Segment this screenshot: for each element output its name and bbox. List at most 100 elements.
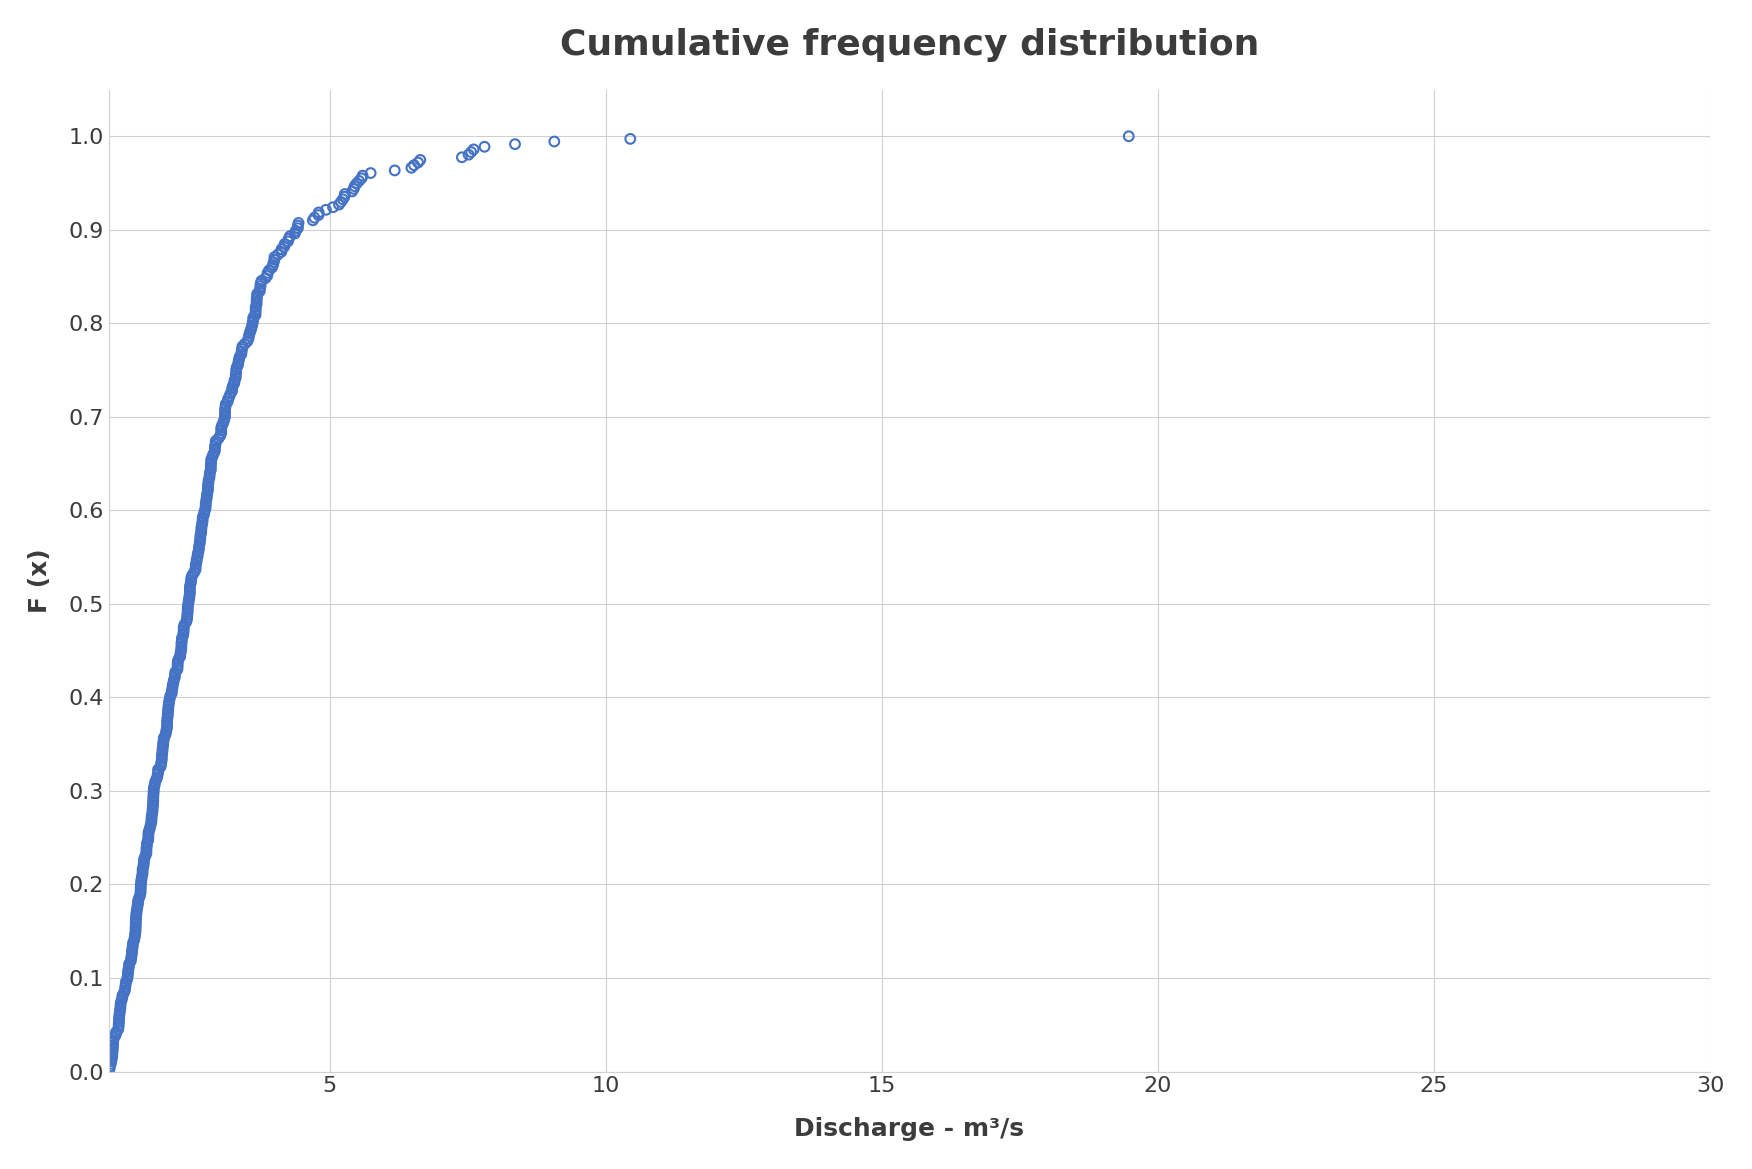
Point xyxy=(135,825,163,844)
Point xyxy=(175,584,203,603)
Point xyxy=(170,618,198,637)
Point xyxy=(210,406,238,424)
Point xyxy=(98,1049,126,1067)
Point xyxy=(187,516,215,534)
Point xyxy=(226,347,254,366)
Point xyxy=(110,983,138,1002)
Point xyxy=(275,229,303,248)
Point xyxy=(140,776,168,795)
Point xyxy=(284,214,312,233)
Point xyxy=(261,248,289,267)
Point xyxy=(277,227,305,245)
Point xyxy=(137,818,165,837)
Point xyxy=(214,389,242,408)
Point xyxy=(151,726,179,745)
Point xyxy=(105,1004,133,1023)
Point xyxy=(126,876,154,894)
Point xyxy=(130,850,158,869)
Point xyxy=(1114,127,1142,146)
Point xyxy=(184,547,212,566)
Point xyxy=(168,629,196,648)
Point xyxy=(196,463,224,482)
Point xyxy=(152,713,180,732)
Point xyxy=(158,684,186,703)
Point xyxy=(126,884,154,902)
Point xyxy=(540,132,568,151)
Point xyxy=(156,686,184,705)
Point xyxy=(119,939,147,957)
Point xyxy=(124,894,152,913)
Point xyxy=(268,240,296,258)
Point xyxy=(137,810,165,829)
Point xyxy=(217,379,245,397)
Point xyxy=(154,694,182,713)
Point xyxy=(280,224,308,243)
Point xyxy=(331,185,359,203)
Point xyxy=(406,151,434,170)
Point xyxy=(96,1059,124,1078)
Point xyxy=(238,316,266,334)
Point xyxy=(224,351,252,369)
Point xyxy=(235,330,263,348)
Point xyxy=(194,473,223,492)
Point xyxy=(191,503,219,521)
Point xyxy=(107,999,135,1018)
Point xyxy=(201,442,230,461)
Point xyxy=(105,1012,133,1031)
Point xyxy=(228,345,256,364)
Point xyxy=(98,1036,126,1054)
Point xyxy=(340,177,368,195)
Point xyxy=(135,821,163,839)
Point xyxy=(193,484,221,503)
Point xyxy=(312,200,340,219)
Point xyxy=(138,797,166,816)
Point xyxy=(242,300,270,319)
Point xyxy=(138,791,166,810)
Point xyxy=(245,279,273,298)
Point xyxy=(117,947,145,966)
Point xyxy=(121,926,149,945)
Point xyxy=(242,305,270,324)
Point xyxy=(152,715,180,734)
Point xyxy=(114,960,142,978)
Point xyxy=(100,1033,128,1052)
Point xyxy=(123,905,151,924)
Point xyxy=(208,416,237,435)
Point xyxy=(256,261,284,279)
Point xyxy=(207,421,235,440)
Point xyxy=(247,271,275,290)
Point xyxy=(242,303,270,321)
Point xyxy=(184,542,212,561)
Point xyxy=(207,427,235,445)
Point xyxy=(173,602,201,621)
Point xyxy=(138,789,166,808)
Point xyxy=(124,888,152,907)
Point xyxy=(208,414,237,433)
Point xyxy=(194,482,223,500)
Point xyxy=(270,235,298,254)
Point xyxy=(186,537,214,555)
Point xyxy=(98,1038,126,1057)
Point xyxy=(247,274,275,292)
Point xyxy=(114,964,142,983)
Point xyxy=(238,313,266,332)
Point xyxy=(182,558,210,576)
Point xyxy=(198,452,226,471)
Point xyxy=(224,355,252,374)
Point xyxy=(175,581,203,600)
Point xyxy=(112,975,140,994)
Point xyxy=(349,166,377,185)
Title: Cumulative frequency distribution: Cumulative frequency distribution xyxy=(559,28,1260,62)
Point xyxy=(217,382,245,401)
Point xyxy=(140,773,168,791)
Point xyxy=(154,707,182,726)
Point xyxy=(149,739,177,758)
Point xyxy=(223,366,251,385)
Point xyxy=(140,779,168,797)
Point xyxy=(179,566,207,584)
Point xyxy=(105,1010,133,1029)
Point xyxy=(128,867,156,886)
Point xyxy=(191,497,219,516)
Point xyxy=(219,376,247,395)
Point xyxy=(149,728,177,747)
